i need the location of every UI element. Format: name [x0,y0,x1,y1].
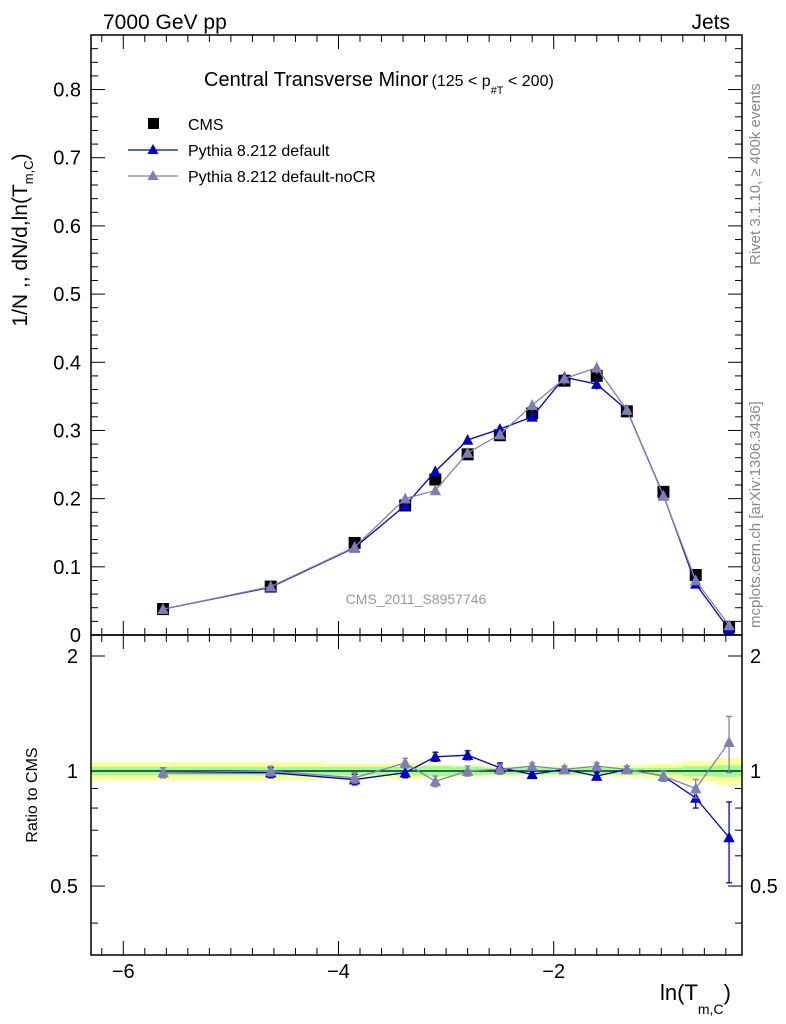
ratio-tick-label-left: 1 [67,761,78,783]
pythia-nocr-ratio-point [657,770,670,781]
legend-label-cms: CMS [188,117,224,134]
axis-tick-labels: −6 −4 −2 0 0.1 0.2 0.3 0.4 0.5 0.6 0.7 0.8 0.5 0.5 1 1 2… [50,80,778,983]
pythia-nocr-ratio-point [348,771,361,783]
y-tick-label: 0.5 [53,284,81,306]
process-label: Jets [691,11,730,34]
pythia-nocr-ratio-point [621,763,633,775]
y-tick-label: 0.2 [53,489,81,511]
pythia-nocr-point [429,484,442,496]
ratio-tick-label-right: 2 [750,646,761,668]
pythia-default-point [429,465,442,477]
rivet-version-label: Rivet 3.1.10, ≥ 400k events [747,83,764,265]
pythia-default-ratio-point [461,749,474,761]
uncertainty-bands [91,758,742,785]
pythia-nocr-ratio-point [690,782,702,794]
legend-marker-default [147,144,159,154]
y-axis-label: 1/N ,, dN/d,ln(Tm,C) [9,153,36,326]
ratio-tick-label-left: 0.5 [50,876,78,898]
pythia-nocr-ratio-point [591,760,603,771]
ratio-series [157,715,735,884]
ratio-tick-label-right: 0.5 [750,876,778,898]
ratio-tick-label-right: 1 [750,761,761,783]
energy-label: 7000 GeV pp [103,11,227,34]
pythia-nocr-point [558,372,571,384]
pythia-nocr-ratio-point [494,763,506,775]
pythia-nocr-point [723,619,735,631]
ratio-tick-label-left: 2 [67,646,78,668]
pythia-nocr-point [657,489,670,501]
pythia-nocr-point [264,580,277,592]
chart-title-main: Central Transverse Minor [204,69,429,91]
x-tick-label: −4 [327,961,350,983]
main-series [157,361,736,635]
pythia-nocr-point [690,574,702,586]
pythia-nocr-point [591,361,603,373]
legend-marker-cms [148,118,159,129]
y-tick-label: 0.3 [53,420,81,442]
pythia-default-point [399,499,411,511]
pythia-nocr-point [157,603,169,614]
chart-title: Central Transverse Minor (125 < p#T < 200… [204,69,554,97]
y-tick-label: 0.7 [53,148,81,170]
y-axis-label-sub: m,C [21,160,36,184]
x-axis-label: ln(Tm,C) [660,980,731,1017]
y-axis-label-end: ) [9,153,32,160]
pythia-default-ratio-point [399,766,411,778]
x-axis-label-sub: m,C [698,1001,724,1017]
y-tick-label: 0 [70,625,81,647]
legend-marker-nocr [147,170,159,180]
y-axis-label-main: 1/N ,, dN/d,ln(T [9,184,32,327]
pythia-default-point [591,378,603,389]
x-axis-label-end: ) [724,980,731,1005]
pythia-default-point [461,434,474,445]
pythia-nocr-ratio-point [461,765,474,776]
chart-title-cut-end: < 200) [504,73,554,90]
pythia-nocr-point [461,446,474,458]
pythia-nocr-point [348,541,361,552]
x-axis-label-main: ln(T [660,980,698,1005]
chart-title-cut-sub: #T [491,85,504,97]
pythia-nocr-ratio-point [429,775,442,787]
pythia-nocr-ratio-point [264,765,277,776]
pythia-default-ratio-point [723,831,735,843]
pythia-nocr-line [162,366,730,626]
pythia-default-ratio-point [429,750,442,762]
pythia-nocr-ratio-point [558,763,571,775]
pythia-default-ratio-point [526,768,538,780]
pythia-nocr-ratio-point [526,760,538,771]
y-tick-label: 0.8 [53,80,81,102]
analysis-watermark: CMS_2011_S8957746 [346,591,487,607]
mcplots-credit-label: mcplots.cern.ch [arXiv:1306.3436] [747,401,764,628]
pythia-nocr-ratio-point [399,756,411,768]
legend-label-nocr: Pythia 8.212 default-noCR [188,169,376,186]
y-tick-label: 0.1 [53,557,81,579]
legend: CMS Pythia 8.212 default Pythia 8.212 de… [128,117,376,186]
pythia-nocr-point [526,399,538,411]
x-tick-label: −2 [542,961,565,983]
cms-data-point [429,473,442,486]
pythia-default-ratio-point [591,770,603,781]
legend-label-default: Pythia 8.212 default [188,143,330,160]
pythia-nocr-ratio-point [723,736,735,747]
y-tick-label: 0.4 [53,352,81,374]
x-tick-label: −6 [112,961,135,983]
pythia-nocr-ratio-line [163,741,730,790]
ratio-plot-frame [90,634,743,956]
pythia-nocr-point [399,492,411,504]
pythia-nocr-ratio-point [157,766,169,778]
ratio-axis-label: Ratio to CMS [24,747,41,842]
pythia-default-point [526,410,538,422]
chart-title-cut: (125 < p [432,73,491,90]
pythia-nocr-point [494,428,506,440]
pythia-nocr-point [621,404,633,415]
y-tick-label: 0.6 [53,216,81,238]
